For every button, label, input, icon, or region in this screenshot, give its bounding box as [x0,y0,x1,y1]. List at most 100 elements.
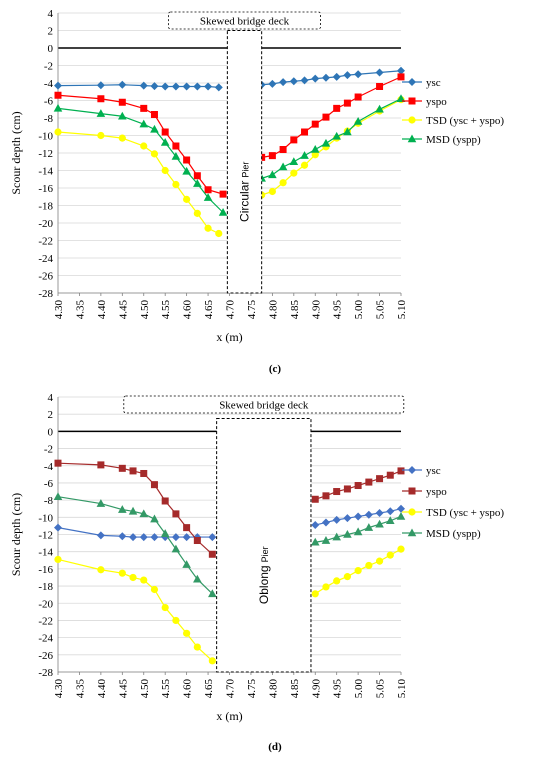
data-point [354,482,362,490]
data-point [322,113,330,121]
data-point [193,537,201,545]
data-point [161,82,170,91]
data-point [386,551,394,559]
data-point [129,533,138,542]
data-point [310,145,320,153]
data-point [364,510,373,519]
data-point [300,161,309,169]
data-point [182,533,191,542]
y-tick-label: 0 [48,426,54,438]
data-point [160,529,170,537]
y-tick-label: -16 [38,183,53,195]
data-point [118,134,126,142]
data-point [140,104,148,112]
y-tick-label: -18 [38,581,53,593]
data-point [139,533,148,542]
data-point [321,518,330,527]
data-point [353,527,363,536]
data-point [208,589,217,598]
y-tick-label: 4 [48,392,54,404]
legend-marker [407,134,417,143]
data-point [129,573,137,582]
data-point [97,461,105,469]
y-tick-label: -4 [44,78,54,90]
legend-label: yspo [426,486,447,498]
data-point [322,583,330,591]
x-tick-label: 5.00 [353,679,365,699]
data-point [182,166,191,175]
data-point [150,150,159,158]
data-point [321,536,331,544]
data-point [118,569,126,577]
x-tick-label: 4.75 [246,679,258,699]
data-point [332,532,341,541]
data-point [354,512,363,521]
data-point [161,497,169,505]
y-tick-label: -18 [38,201,53,213]
data-point [268,152,276,160]
y-tick-label: -10 [38,512,53,524]
data-point [171,544,181,553]
y-tick-label: -20 [38,218,53,230]
legend: ysc yspo TSD (ysc + yspo) MSD (yspp) [402,465,504,540]
pier-label-small: Pier [260,546,270,562]
data-point [96,531,105,540]
data-point [301,128,309,136]
pier-outline [226,30,263,294]
x-tick-label: 4.30 [53,679,65,699]
data-point [150,124,159,133]
data-point [183,524,191,532]
data-point [171,152,181,160]
y-tick-label: -26 [38,650,53,662]
y-tick-label: -6 [44,478,54,490]
legend-item: yspo [402,486,447,498]
data-point [203,193,213,201]
data-point [268,79,277,88]
y-tick-label: -8 [44,113,54,125]
data-point [96,81,105,90]
data-point [385,516,395,525]
bridge-deck-box [123,395,405,414]
data-point [139,509,149,518]
data-point [386,471,394,479]
data-point [193,574,202,583]
data-point [397,467,405,475]
x-tick-label: 5.05 [375,679,387,699]
data-point [218,208,228,216]
series-msd [53,492,406,598]
data-point [354,566,362,575]
y-tick-label: 2 [48,409,54,421]
data-point [311,120,319,128]
pier-outline [216,417,312,673]
y-tick-label: -22 [38,236,53,248]
y-tick-label: -28 [38,288,53,300]
data-point [54,91,62,99]
x-tick-label: 4.80 [267,300,279,320]
data-point [183,195,191,203]
x-tick-label: 4.90 [310,300,322,320]
series-yspo [54,73,405,198]
data-point [97,131,105,140]
bridge-deck-label: Skewed bridge deck [200,16,290,28]
legend-label: ysc [426,465,441,477]
data-point [140,142,148,150]
pier-label-main: Circular [238,181,252,222]
y-tick-label: -4 [44,461,54,473]
data-point [397,504,405,513]
legend: ysc yspo TSD (ysc + yspo) MSD (yspp) [402,77,504,146]
series-msd [53,94,406,216]
y-tick-label: -28 [38,667,53,679]
x-tick-label: 4.40 [96,300,108,320]
data-point [279,146,287,153]
panel-label: (c) [269,363,282,375]
data-point [343,99,351,107]
data-point [376,83,384,90]
data-point [332,515,341,524]
legend-label: MSD (yspp) [426,134,481,146]
data-point [322,492,330,500]
data-point [204,186,212,194]
x-tick-label: 4.95 [332,300,344,320]
data-point [289,157,299,166]
data-point [279,179,287,187]
x-tick-label: 4.35 [74,679,86,699]
